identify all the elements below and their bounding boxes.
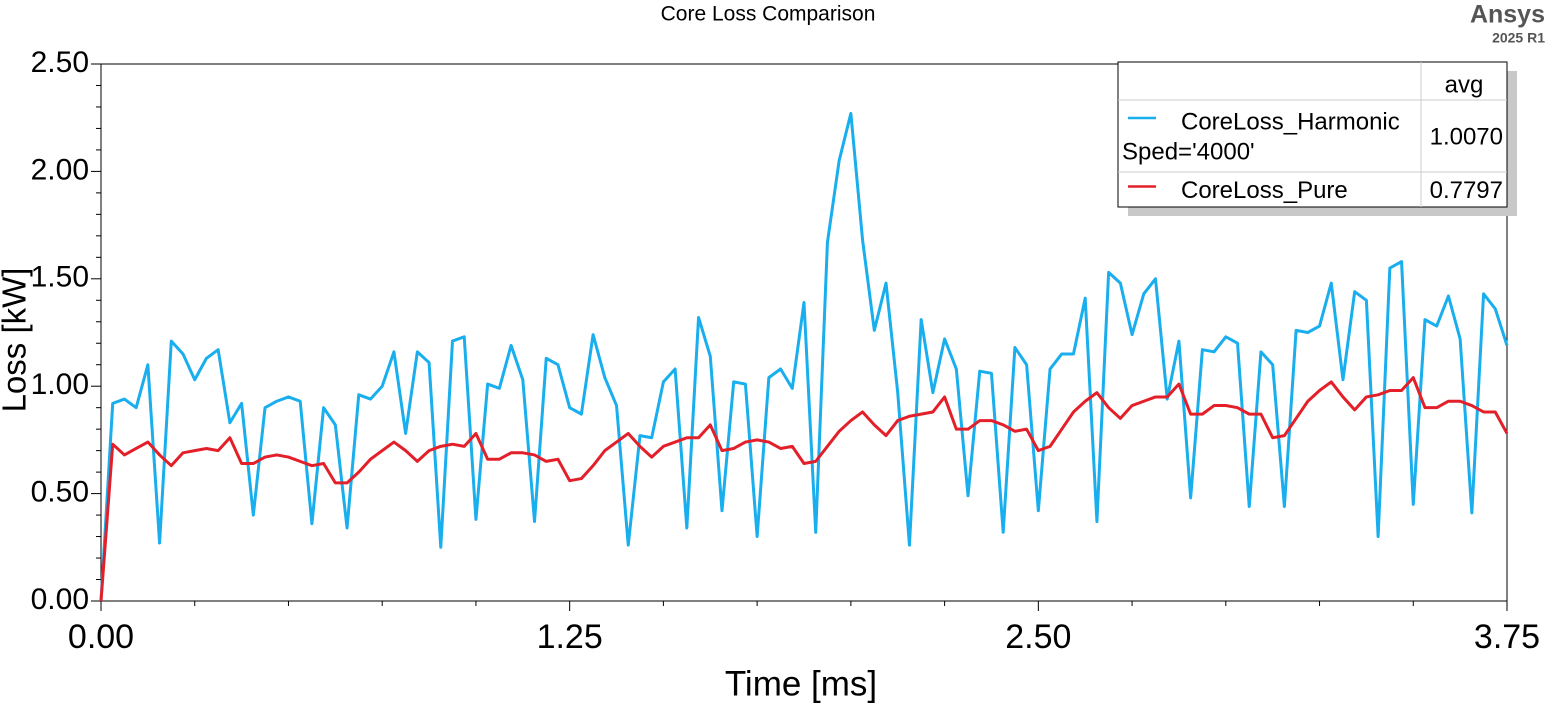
- legend-detail: Sped='4000': [1122, 138, 1255, 165]
- x-tick-label: 2.50: [1005, 618, 1071, 656]
- version: 2025 R1: [1492, 30, 1545, 46]
- y-tick-label: 1.50: [31, 261, 89, 294]
- brand: Ansys: [1470, 1, 1545, 29]
- legend-avg: 1.0070: [1430, 123, 1503, 150]
- legend-box: [1117, 61, 1508, 208]
- legend-label: CoreLoss_Pure: [1181, 177, 1348, 204]
- y-tick-label: 1.00: [31, 368, 89, 401]
- plot-frame: [100, 63, 1508, 602]
- legend-label: CoreLoss_Harmonic: [1181, 108, 1400, 135]
- legend-avg: 0.7797: [1430, 177, 1503, 204]
- legend-header: avg: [1445, 71, 1484, 98]
- x-tick-label: 0.00: [68, 618, 134, 656]
- series-line: [99, 376, 1509, 602]
- x-tick-label: 3.75: [1474, 618, 1540, 656]
- chart-title: Core Loss Comparison: [661, 3, 876, 26]
- y-tick-label: 0.50: [31, 476, 89, 509]
- y-tick-label: 2.50: [31, 46, 89, 79]
- x-axis-label: Time [ms]: [725, 664, 877, 703]
- x-tick-label: 1.25: [537, 618, 603, 656]
- y-tick-label: 0.00: [31, 583, 89, 616]
- y-axis-label: Loss [kW]: [0, 268, 33, 413]
- y-tick-label: 2.00: [31, 153, 89, 186]
- series-line: [99, 111, 1509, 602]
